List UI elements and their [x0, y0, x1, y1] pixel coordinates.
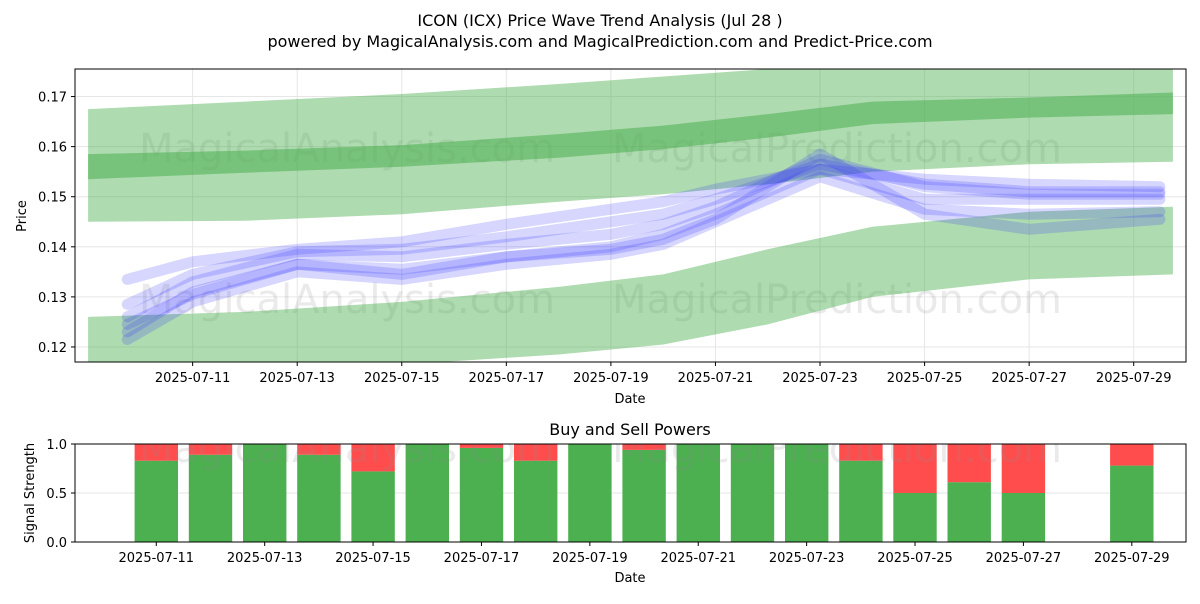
signal-x-tick-label: 2025-07-21 [660, 551, 736, 566]
signal-y-tick-label: 0.5 [46, 487, 67, 502]
price-x-tick-label: 2025-07-27 [991, 371, 1067, 386]
chart-title: ICON (ICX) Price Wave Trend Analysis (Ju… [417, 11, 782, 30]
chart-subtitle: powered by MagicalAnalysis.com and Magic… [267, 32, 932, 51]
signal-x-tick-label: 2025-07-29 [1094, 551, 1170, 566]
price-y-tick-label: 0.17 [38, 91, 67, 106]
signal-x-tick-label: 2025-07-15 [335, 551, 411, 566]
signal-y-tick-label: 1.0 [46, 438, 67, 453]
buy-bar [893, 493, 937, 542]
wave-line-3 [121, 171, 1166, 345]
sell-bar [1110, 444, 1154, 466]
price-x-tick-label: 2025-07-21 [678, 371, 754, 386]
price-x-tick-label: 2025-07-11 [155, 371, 231, 386]
signal-x-tick-label: 2025-07-11 [119, 551, 195, 566]
signal-x-tick-label: 2025-07-19 [552, 551, 628, 566]
signal-x-tick-label: 2025-07-25 [877, 551, 953, 566]
price-plot-content: MagicalAnalysis.com MagicalPrediction.co… [88, 69, 1173, 362]
buy-bar [351, 471, 395, 542]
trend-band-2 [88, 206, 1173, 362]
signal-y-tick-label: 0.0 [46, 536, 67, 551]
buy-bar [243, 444, 287, 542]
price-x-axis-label: Date [614, 392, 645, 407]
wave-line-1 [121, 163, 1166, 338]
signal-x-axis-label: Date [614, 571, 645, 586]
signal-y-axis: 0.0 0.5 1.0 [46, 438, 75, 551]
sell-bar [839, 444, 883, 461]
price-y-axis-label: Price [15, 200, 30, 232]
price-chart: MagicalAnalysis.com MagicalPrediction.co… [15, 68, 1187, 407]
price-x-axis: 2025-07-11 2025-07-13 2025-07-15 2025-07-17… [155, 362, 1172, 386]
watermark-bottom-right: MagicalPrediction.com [612, 426, 1062, 472]
price-x-tick-label: 2025-07-25 [887, 371, 963, 386]
price-x-tick-label: 2025-07-29 [1096, 371, 1172, 386]
buy-bar [568, 444, 612, 542]
buy-bar [676, 444, 720, 542]
signal-plot-content: MagicalAnalysis.com MagicalPrediction.co… [134, 426, 1154, 542]
sell-bar [1001, 444, 1046, 493]
signal-x-tick-label: 2025-07-27 [986, 551, 1062, 566]
buy-bar [459, 447, 504, 542]
watermark-bottom-left: MagicalAnalysis.com [139, 426, 555, 472]
sell-bar [622, 444, 666, 450]
buy-bar [1001, 493, 1046, 542]
buy-bar [1110, 465, 1154, 542]
price-y-tick-label: 0.12 [38, 341, 67, 356]
price-x-tick-label: 2025-07-17 [469, 371, 545, 386]
buy-bar [622, 449, 666, 542]
signal-y-axis-label: Signal Strength [23, 443, 38, 543]
wave-line-5 [121, 148, 1166, 330]
sell-bar [459, 444, 504, 448]
buy-bar [730, 444, 775, 542]
sell-bar [947, 444, 991, 483]
buy-bar [514, 460, 558, 542]
signal-chart: Buy and Sell Powers MagicalAnalysis.com … [23, 420, 1187, 586]
watermark-top-left-2: MagicalAnalysis.com [139, 277, 555, 323]
sell-bar [188, 444, 233, 455]
wave-line-6 [121, 163, 1166, 285]
buy-bar [405, 444, 449, 542]
price-x-tick-label: 2025-07-15 [364, 371, 440, 386]
watermark-top-right-2: MagicalPrediction.com [612, 277, 1062, 323]
price-plot-frame [74, 68, 1187, 363]
buy-bar [947, 482, 991, 542]
price-y-tick-label: 0.13 [38, 291, 67, 306]
buy-bar [839, 460, 883, 542]
price-x-tick-label: 2025-07-19 [573, 371, 649, 386]
price-x-tick-label: 2025-07-13 [259, 371, 335, 386]
wave-line-2 [121, 153, 1166, 323]
buy-bar [297, 454, 341, 542]
sell-bar [134, 444, 178, 461]
price-y-axis: 0.12 0.13 0.14 0.15 0.16 0.17 [38, 91, 75, 356]
signal-chart-title: Buy and Sell Powers [549, 420, 711, 439]
signal-x-tick-label: 2025-07-17 [444, 551, 520, 566]
sell-bar [351, 444, 395, 472]
signal-x-tick-label: 2025-07-13 [227, 551, 303, 566]
price-waves [121, 148, 1166, 345]
price-x-tick-label: 2025-07-23 [782, 371, 858, 386]
sell-bar [297, 444, 341, 455]
signal-x-tick-label: 2025-07-23 [769, 551, 845, 566]
signal-x-axis: 2025-07-11 2025-07-13 2025-07-15 2025-07-17… [119, 542, 1170, 566]
signal-bars [134, 444, 1154, 542]
sell-bar [893, 444, 937, 493]
price-bands [88, 69, 1173, 362]
wave-line-4 [121, 158, 1166, 310]
price-y-tick-label: 0.15 [38, 191, 67, 206]
trend-band-3 [88, 92, 1173, 180]
buy-bar [134, 460, 178, 542]
price-y-tick-label: 0.14 [38, 241, 67, 256]
sell-bar [514, 444, 558, 461]
buy-bar [785, 444, 829, 542]
price-y-tick-label: 0.16 [38, 141, 67, 156]
buy-bar [188, 454, 233, 542]
